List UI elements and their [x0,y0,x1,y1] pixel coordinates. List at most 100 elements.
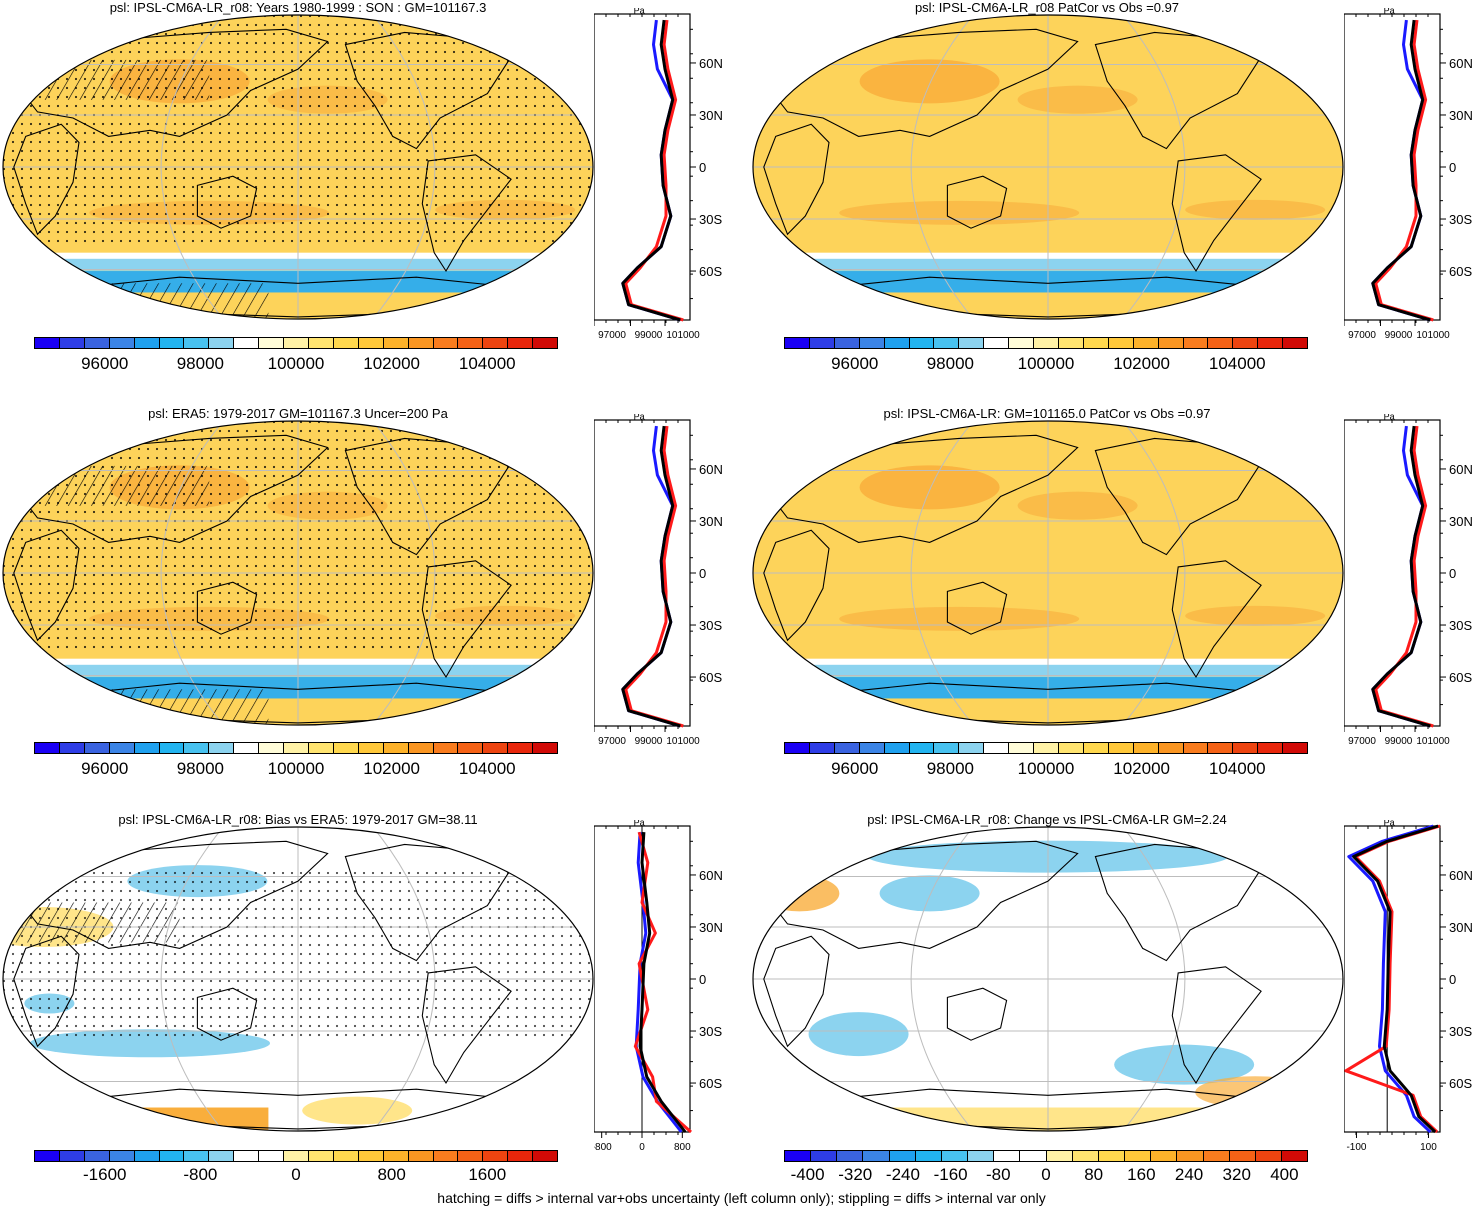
map-p2 [752,14,1344,320]
profile-unit: Pa [1384,820,1395,828]
colorbar-cell [1233,338,1259,348]
colorbar-cell [308,743,334,753]
colorbar-label: 160 [1127,1165,1156,1184]
colorbar-cell [84,338,110,348]
colorbar-cell [1072,1151,1099,1161]
profile-unit: Pa [1384,8,1395,16]
colorbar-cell [134,1151,160,1161]
profile-lat-label: 30N [699,514,723,529]
colorbar-cell [184,1151,210,1161]
coastline-australia [946,175,1008,229]
profile-frame [1344,13,1441,321]
colorbar-cell [259,338,285,348]
colorbar-cell [1258,743,1284,753]
map-p1 [2,14,594,320]
zonal-profile-p5: Pa 60N 30N 0 30S 60S -800 0 800 [594,820,723,1152]
colorbar-cell [383,743,409,753]
colorbar-cell [959,743,985,753]
colorbar-cell [994,1151,1021,1161]
coastline-samerica [421,154,512,273]
coastline-africa [763,123,830,236]
profile-x-label: 97000 [1348,736,1376,746]
colorbar-cell [35,743,60,753]
profile-lat-label: 60S [1449,1076,1472,1091]
colorbar-cell [458,1151,484,1161]
profile-lat-label: 30N [699,108,723,123]
colorbar-cell [508,338,534,348]
profile-x-label: 101000 [1416,330,1450,340]
profile-x-label: 99000 [635,736,663,746]
colorbar-cell [159,743,185,753]
colorbar-p5 [34,1150,558,1162]
colorbar-label: -400 [790,1165,825,1184]
coastline-africa [13,935,80,1048]
colorbar-cell [408,1151,434,1161]
profile-x-label: 99000 [635,330,663,340]
colorbar-cell [433,743,459,753]
colorbar-cell [433,1151,459,1161]
colorbar-cell [308,1151,334,1161]
profile-lat-label: 60S [699,264,722,279]
colorbar-cell [508,743,534,753]
colorbar-cell [968,1151,995,1161]
colorbar-cell [941,1151,969,1161]
map-border [2,826,594,1132]
colorbar-label: 100000 [267,354,325,373]
coastline-australia [196,175,258,229]
colorbar-cell [1233,743,1259,753]
map-border [2,420,594,726]
colorbar-cell [811,1151,838,1161]
colorbar-cell [159,1151,185,1161]
profile-lat-label: 0 [1449,972,1456,987]
graticule [3,15,593,319]
coastline-samerica [1171,560,1262,679]
colorbar-cell [834,743,860,753]
colorbar-cell [1083,338,1109,348]
colorbar-cell [134,743,160,753]
colorbar-cell [959,338,985,348]
high-pressure-pacific [1017,491,1138,520]
colorbar-label: 104000 [458,759,516,778]
map-border [752,14,1344,320]
zonal-profile-p6: Pa 60N 30N 0 30S 60S -100 100 [1344,820,1473,1152]
colorbar-cell [785,743,810,753]
colorbar-cell [533,338,558,348]
colorbar-label: -240 [885,1165,920,1184]
colorbar-cell [1208,338,1234,348]
profile-lat-label: 30S [1449,212,1472,227]
colorbar-cell [184,743,210,753]
colorbar-label: 0 [1041,1165,1051,1184]
profile-curve-blue [634,832,683,1133]
colorbar-cell [383,338,409,348]
coastline-eurasia [762,434,1079,543]
profile-curve-black [621,19,681,322]
profile-curve-red [624,425,684,728]
profile-x-label: 99000 [1385,330,1413,340]
colorbar-cell [408,338,434,348]
hatching [3,902,180,943]
coastline-samerica [421,560,512,679]
colorbar-label: 102000 [363,354,420,373]
colorbar-cell [333,338,359,348]
profile-curve-black [621,425,681,728]
map-border [752,420,1344,726]
colorbar-cell [1046,1151,1073,1161]
zonal-profile-p4: Pa 60N 30N 0 30S 60S 97000 99000 101000 [1344,414,1473,746]
profile-lat-label: 0 [699,972,706,987]
colorbar-cell [834,338,860,348]
profile-lat-label: 30N [1449,514,1473,529]
profile-unit: Pa [634,820,645,828]
colorbar-cell [358,1151,384,1161]
profile-lat-label: 60N [699,56,723,71]
colorbar-cell [209,1151,235,1161]
colorbar-cell [1258,338,1284,348]
colorbar-cell [234,338,260,348]
profile-curve-black [1371,425,1431,728]
colorbar-cell [259,743,285,753]
negative-change-asia [879,875,980,912]
profile-x-label: 97000 [1348,330,1376,340]
coastline-eurasia [762,28,1079,137]
profile-lat-label: 0 [1449,566,1456,581]
colorbar-cell [84,1151,110,1161]
colorbar-label: 320 [1222,1165,1251,1184]
